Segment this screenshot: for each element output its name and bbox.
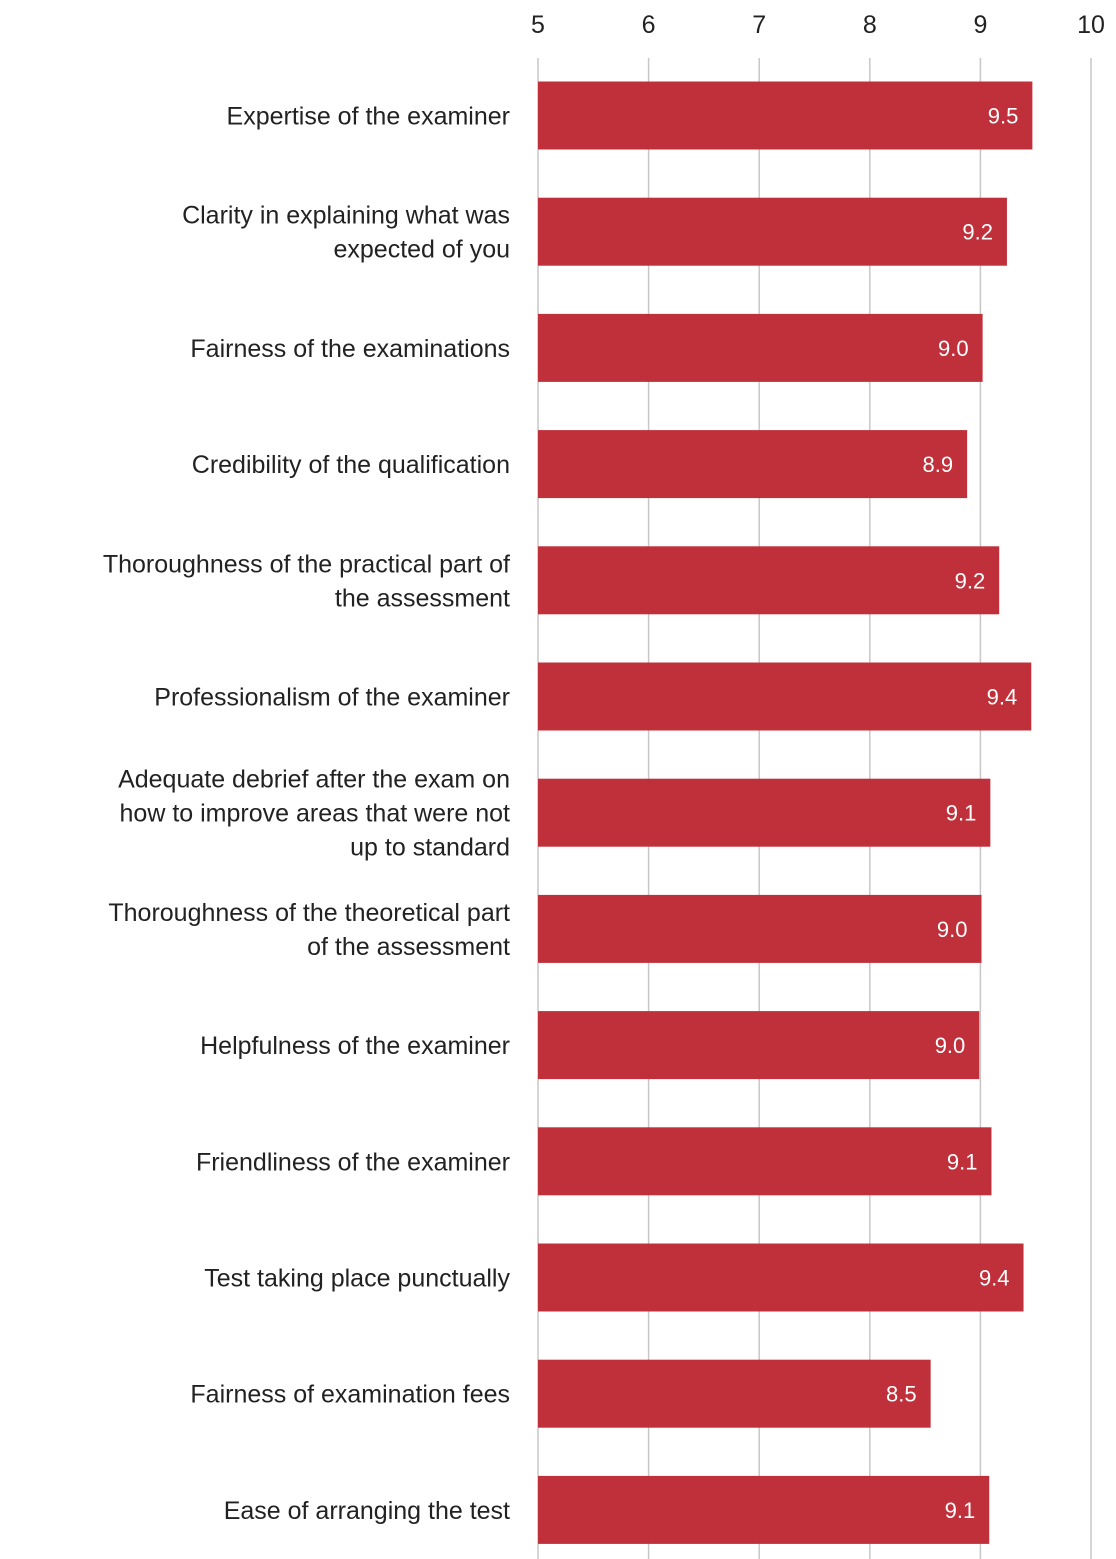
category-label-line: Thoroughness of the theoretical part [108, 899, 510, 927]
bar [538, 1011, 980, 1080]
data-label: 8.9 [923, 452, 954, 477]
category-label: Clarity in explaining what was expected o… [182, 202, 510, 264]
data-label: 9.0 [937, 917, 968, 942]
data-label: 9.2 [962, 220, 993, 245]
x-tick-label: 8 [863, 11, 877, 39]
category-label: Ease of arranging the test [224, 1497, 510, 1525]
category-label: Fairness of the examinations [190, 335, 510, 363]
category-label: Test taking place punctually [204, 1265, 510, 1293]
x-tick-label: 7 [752, 11, 766, 39]
bar [538, 81, 1033, 150]
bars [538, 81, 1033, 1544]
category-label-line: Professionalism of the examiner [154, 684, 510, 712]
category-label-line: Friendliness of the examiner [196, 1148, 510, 1176]
category-label-line: how to improve areas that were not [120, 800, 511, 828]
bar [538, 662, 1032, 731]
category-label-line: expected of you [333, 236, 510, 264]
bar [538, 894, 982, 963]
bar [538, 1475, 990, 1544]
data-label: 9.0 [935, 1033, 966, 1058]
category-label-line: the assessment [335, 584, 510, 612]
category-label-line: Thoroughness of the practical part of [103, 550, 510, 578]
category-label-line: Fairness of examination fees [190, 1381, 510, 1409]
x-tick-label: 6 [642, 11, 656, 39]
x-tick-label: 10 [1077, 11, 1105, 39]
category-label-line: Expertise of the examiner [227, 103, 510, 131]
bar [538, 430, 968, 499]
data-label: 9.2 [955, 568, 986, 593]
data-label: 9.0 [938, 336, 969, 361]
bar [538, 1243, 1024, 1312]
category-label-line: Fairness of the examinations [190, 335, 510, 363]
x-tick-label: 5 [531, 11, 545, 39]
data-labels: 9.5 9.2 9.0 8.9 9.2 9.4 9.1 9.0 9.0 9.1 9.4 8.5 9.1 [886, 104, 1018, 1523]
bar [538, 778, 991, 847]
category-label: Thoroughness of the practical part of the… [103, 550, 510, 612]
category-label-line: Adequate debrief after the exam on [118, 766, 510, 794]
bar [538, 1359, 931, 1428]
x-axis-ticks: 5 6 7 8 9 10 [531, 11, 1105, 39]
data-label: 9.4 [979, 1266, 1010, 1291]
category-label: Credibility of the qualification [192, 451, 510, 479]
category-label: Professionalism of the examiner [154, 684, 510, 712]
category-label: Adequate debrief after the exam on how to… [118, 766, 510, 862]
category-label: Helpfulness of the examiner [200, 1032, 510, 1060]
category-label: Thoroughness of the theoretical part of t… [108, 899, 510, 961]
category-label-line: Credibility of the qualification [192, 451, 510, 479]
data-label: 9.5 [988, 104, 1019, 129]
category-label: Friendliness of the examiner [196, 1148, 510, 1176]
category-label: Expertise of the examiner [227, 103, 510, 131]
category-label-line: Test taking place punctually [204, 1265, 510, 1293]
data-label: 9.1 [947, 1149, 978, 1174]
category-label-line: up to standard [350, 834, 510, 862]
category-label: Fairness of examination fees [190, 1381, 510, 1409]
category-label-line: Clarity in explaining what was [182, 202, 510, 230]
category-labels: Expertise of the examiner Clarity in expl… [103, 103, 511, 1525]
category-label-line: Helpfulness of the examiner [200, 1032, 510, 1060]
category-label-line: Ease of arranging the test [224, 1497, 510, 1525]
data-label: 9.1 [946, 801, 977, 826]
data-label: 8.5 [886, 1382, 917, 1407]
bar [538, 546, 1000, 615]
data-label: 9.4 [987, 685, 1018, 710]
bar [538, 1127, 992, 1196]
bar [538, 197, 1007, 266]
category-label-line: of the assessment [307, 933, 510, 961]
data-label: 9.1 [945, 1498, 976, 1523]
x-tick-label: 9 [973, 11, 987, 39]
bar [538, 313, 983, 382]
